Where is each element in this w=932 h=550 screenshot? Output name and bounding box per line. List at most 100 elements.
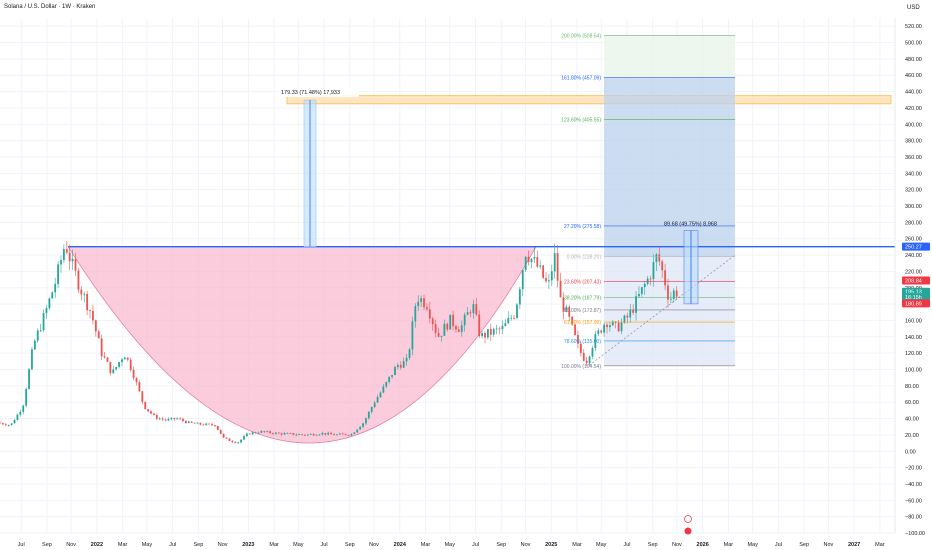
candle-body — [39, 330, 42, 332]
candle-body — [248, 433, 251, 435]
candle-body — [484, 332, 486, 338]
candle-body — [536, 257, 539, 267]
x-tick-label: Nov — [369, 542, 379, 548]
candle-body — [611, 321, 614, 326]
time-axis[interactable]: Jul Sep Nov 2022 Mar May Jul Sep Nov 2023 Mar May Ju… — [18, 542, 885, 548]
candle-body — [414, 306, 417, 322]
candle-body — [359, 426, 362, 430]
fib-zone-lower — [604, 256, 735, 366]
candle-body — [423, 298, 425, 308]
candle-body — [298, 434, 301, 436]
candle-body — [77, 270, 80, 290]
candle-body — [571, 316, 574, 325]
x-tick-label: Mar — [572, 542, 582, 548]
x-tick-label: Sep — [345, 542, 355, 548]
candle-body — [394, 366, 396, 376]
candle-body — [405, 357, 408, 362]
x-tick-label: May — [293, 542, 304, 548]
candle-body — [623, 315, 626, 323]
candle-body — [620, 322, 623, 332]
candle-body — [48, 298, 51, 309]
y-tick-label: 160.00 — [905, 318, 922, 324]
x-tick-label: Mar — [269, 542, 279, 548]
candle-body — [489, 329, 492, 335]
candle-body — [376, 397, 379, 403]
candle-body — [545, 277, 547, 282]
y-tick-label: 500.00 — [905, 41, 922, 47]
candle-body — [155, 414, 158, 419]
candle-body — [420, 298, 423, 302]
candle-body — [321, 432, 324, 435]
candle-body — [530, 258, 533, 263]
candle-body — [121, 359, 123, 363]
y-tick-label: 120.00 — [905, 351, 922, 357]
x-tick-label: Sep — [193, 542, 203, 548]
candle-body — [315, 434, 318, 436]
candle-body — [455, 326, 457, 330]
chart-title: Solana / U.S. Dollar · 1W · Kraken — [4, 4, 96, 10]
candle-body — [338, 433, 341, 435]
candle-body — [4, 424, 7, 426]
candle-body — [617, 322, 620, 332]
candle-body — [324, 432, 327, 435]
y-tick-label: 480.00 — [905, 57, 922, 63]
candle-body — [19, 411, 22, 415]
price-tag: 180.89 — [905, 301, 922, 307]
candle-body — [158, 418, 161, 420]
y-tick-label: 380.00 — [905, 139, 922, 145]
candle-body — [437, 333, 440, 337]
y-tick-label: 220.00 — [905, 269, 922, 275]
candle-body — [507, 318, 510, 324]
candle-body — [208, 423, 211, 425]
candle-body — [478, 314, 481, 337]
candle-body — [635, 296, 637, 313]
candle-body — [222, 434, 225, 438]
candle-body — [632, 309, 635, 313]
candle-body — [138, 382, 141, 392]
y-tick-label: 240.00 — [905, 253, 922, 259]
candle-body — [408, 349, 411, 358]
candle-body — [417, 301, 420, 307]
candle-body — [396, 365, 399, 367]
candle-body — [161, 418, 164, 420]
fib-label: 27.20% (275.58) — [564, 224, 601, 230]
candle-body — [205, 423, 208, 426]
candle-body — [353, 432, 356, 435]
candle-body — [370, 407, 373, 412]
candle-body — [109, 361, 112, 374]
candle-body — [434, 324, 437, 334]
fib-label: 78.60% (135.00) — [564, 339, 601, 345]
candle-body — [649, 278, 652, 280]
candle-body — [428, 309, 431, 319]
candle-body — [559, 280, 562, 298]
candle-body — [13, 419, 16, 424]
fib-label: 200.00% (508.54) — [561, 34, 601, 40]
candle-body — [501, 326, 504, 330]
y-tick-label: 300.00 — [905, 204, 922, 210]
x-tick-label: May — [747, 542, 758, 548]
candle-body — [460, 325, 463, 332]
candle-body — [196, 422, 199, 424]
candle-body — [144, 401, 147, 410]
candle-body — [42, 313, 45, 331]
candle-body — [219, 429, 222, 435]
candle-body — [45, 308, 48, 314]
candle-body — [568, 306, 571, 317]
candle-body — [629, 309, 632, 318]
candle-body — [466, 312, 469, 315]
y-tick-label: 440.00 — [905, 90, 922, 96]
candle-body — [440, 335, 443, 337]
measure-label-bg-1 — [279, 87, 359, 98]
candle-body — [579, 343, 582, 353]
y-tick-label: 20.00 — [905, 433, 919, 439]
candle-body — [524, 256, 527, 271]
candle-body — [365, 418, 367, 424]
candle-body — [106, 357, 109, 362]
x-tick-label: Mar — [118, 542, 128, 548]
price-tag: 195.13 — [905, 290, 922, 296]
candle-body — [350, 434, 353, 436]
candle-body — [263, 431, 266, 432]
y-tick-label: −20.00 — [905, 466, 922, 472]
x-tick-label: Nov — [66, 542, 76, 548]
